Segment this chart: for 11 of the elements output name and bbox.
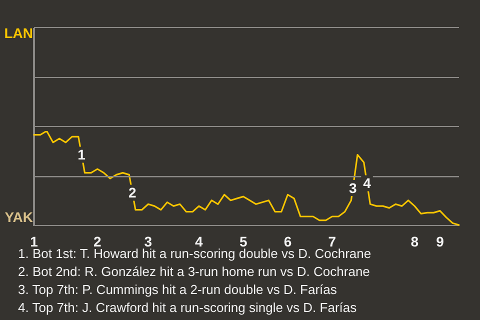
text: YAK — [4, 208, 33, 225]
x-tick-label: 8 — [410, 233, 419, 250]
annotation: 3 — [348, 180, 357, 196]
text: 2. Bot 2nd: R. González hit a 3-run home run vs D. Cochrane — [18, 263, 371, 281]
text: LAN — [4, 24, 33, 41]
text: 4. Top 7th: J. Crawford hit a run-scoring single vs D. Farías — [18, 299, 358, 317]
text: 3. Top 7th: P. Cummings hit a 2-run double vs D. Farías — [18, 281, 338, 299]
annotation: 2 — [128, 184, 137, 201]
x-tick-label: 9 — [436, 233, 444, 250]
annotation: 1 — [78, 146, 86, 163]
annotation: 4 — [363, 175, 372, 192]
